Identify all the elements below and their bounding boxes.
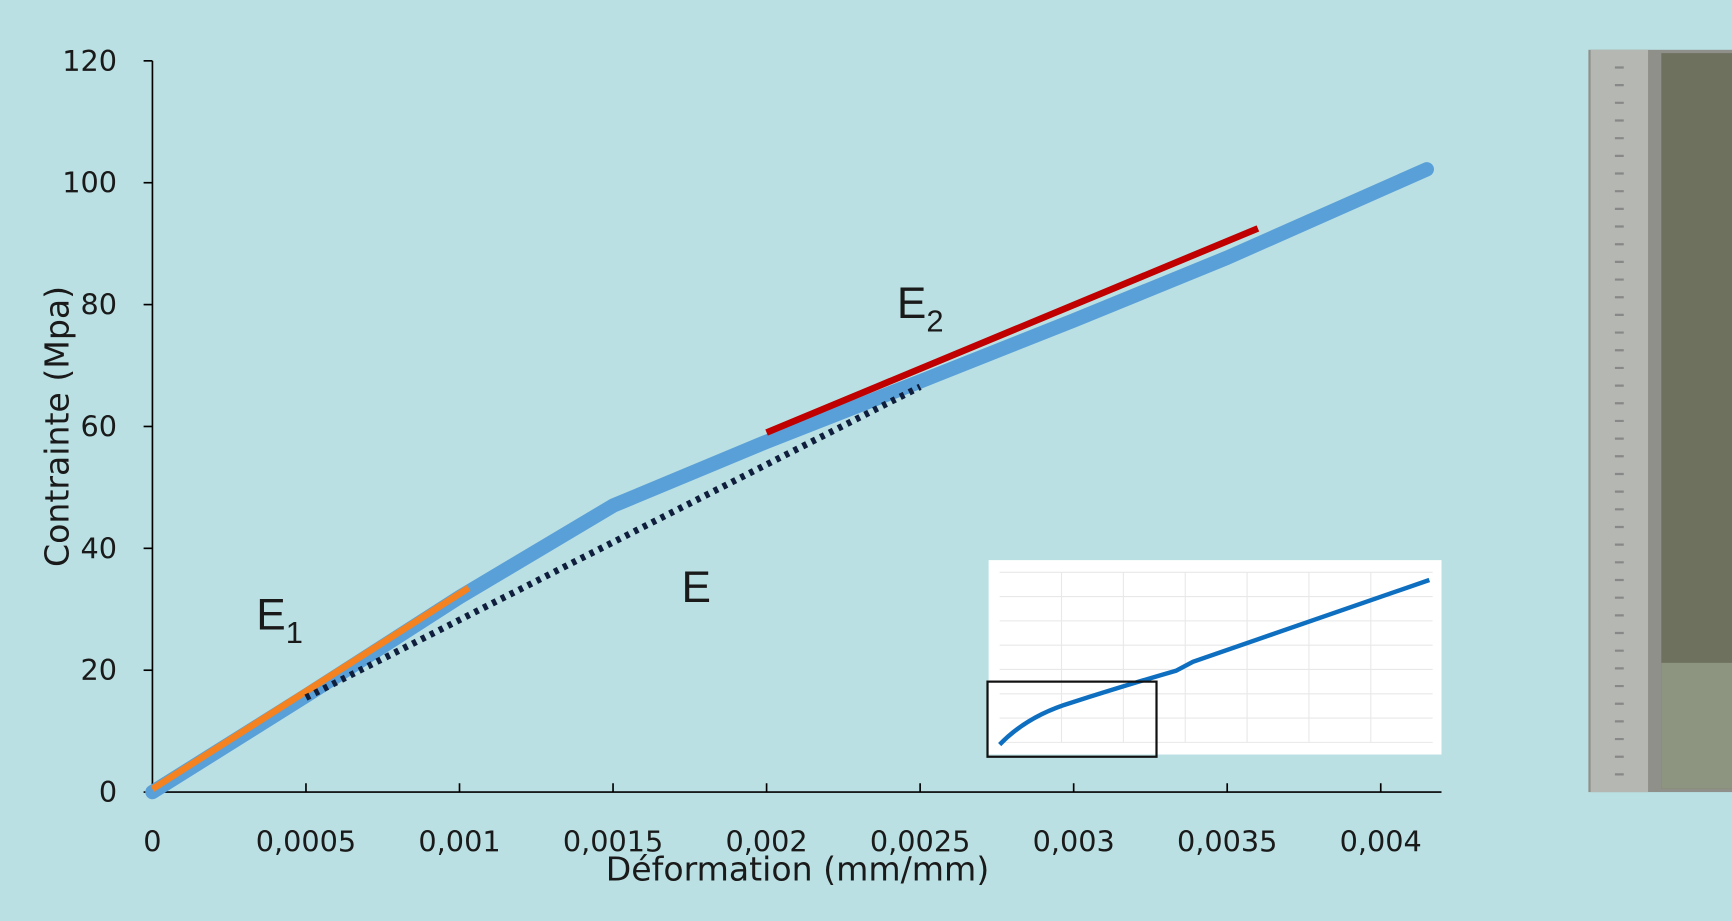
y-tick-label: 40 xyxy=(81,531,118,565)
y-tick-label: 20 xyxy=(81,653,118,687)
annotation-subscript: 2 xyxy=(926,303,943,338)
x-tick-label: 0,004 xyxy=(1340,825,1422,859)
annotation-text: E xyxy=(682,563,711,612)
y-tick-label: 60 xyxy=(81,409,118,443)
chart: Déformation (mm/mm) Contrainte (Mpa) 020… xyxy=(0,0,1732,917)
x-tick-label: 0,003 xyxy=(1033,825,1115,859)
x-tick-label: 0,0035 xyxy=(1177,825,1277,859)
x-tick-label: 0,001 xyxy=(418,825,500,859)
y-tick-label: 0 xyxy=(99,775,117,809)
y-tick-label: 120 xyxy=(62,44,117,78)
x-tick-label: 0,0005 xyxy=(256,825,356,859)
inset xyxy=(988,560,1442,757)
y-tick-label: 100 xyxy=(62,166,117,200)
annotation-text: E xyxy=(897,279,926,328)
x-tick-label: 0,0015 xyxy=(563,825,663,859)
y-tick-label: 80 xyxy=(81,288,118,322)
x-tick-label: 0,002 xyxy=(726,825,808,859)
annotation-subscript: 1 xyxy=(286,615,303,650)
y-axis-label: Contrainte (Mpa) xyxy=(37,286,76,567)
specimen-photo xyxy=(1588,50,1732,792)
background xyxy=(0,0,1732,917)
x-tick-label: 0,0025 xyxy=(870,825,970,859)
annotation: E xyxy=(682,563,711,612)
x-tick-label: 0 xyxy=(143,825,161,859)
annotation-text: E xyxy=(256,591,285,640)
